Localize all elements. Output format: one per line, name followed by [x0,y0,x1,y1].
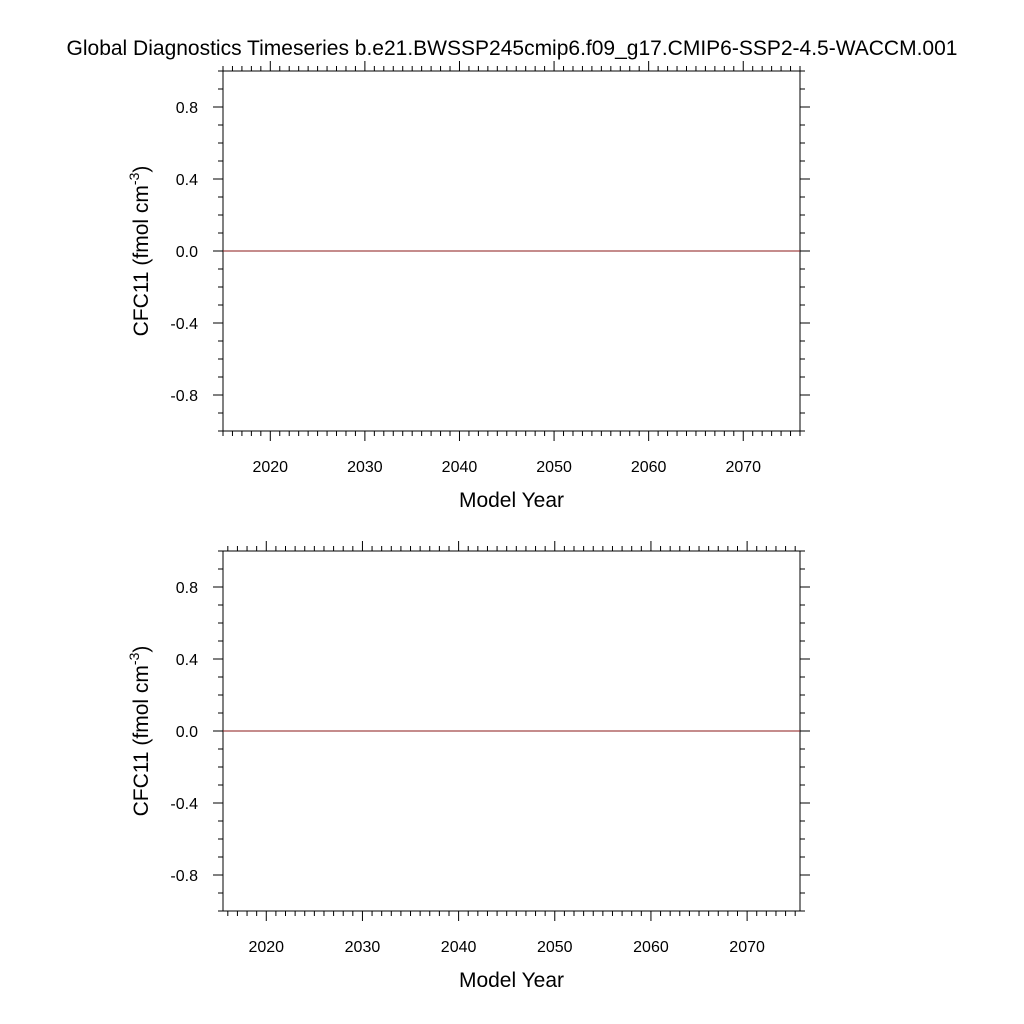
y-tick-label: 0.8 [176,580,198,597]
x-tick-label: 2020 [252,459,288,476]
y-tick-label: 0.8 [176,100,198,117]
y-tick-label: 0.4 [176,652,198,669]
y-tick-label: 0.0 [176,724,198,741]
y-axis-label-superscript: -3 [126,652,142,665]
y-axis-label: CFC11 (fmol cm-3) [126,166,153,337]
x-tick-label: 2060 [633,939,669,956]
chart-panels: 2020 2030 2040 2050 2060 2070 0.8 0.4 0.0 -0.4 -0.… [126,61,810,992]
chart-panel-2: 2020 2030 2040 2050 2060 2070 0.8 0.4 0.0 -0.4 -0.… [126,541,810,992]
y-axis-label: CFC11 (fmol cm-3) [126,646,153,817]
x-axis-label: Model Year [459,489,564,512]
x-axis-label: Model Year [459,969,564,992]
figure-title: Global Diagnostics Timeseries b.e21.BWSS… [67,37,958,60]
chart-panel-1: 2020 2030 2040 2050 2060 2070 0.8 0.4 0.0 -0.4 -0.… [126,61,810,512]
x-tick-label: 2050 [537,939,573,956]
x-tick-label: 2070 [725,459,761,476]
x-tick-label: 2030 [345,939,381,956]
x-tick-label: 2030 [347,459,383,476]
x-tick-label: 2060 [631,459,667,476]
y-tick-label: 0.0 [176,244,198,261]
y-tick-label: 0.4 [176,172,198,189]
x-tick-label: 2040 [442,459,478,476]
y-tick-label: -0.8 [170,388,198,405]
x-tick-label: 2020 [248,939,284,956]
y-axis-label-superscript: -3 [126,172,142,185]
x-tick-label: 2040 [441,939,477,956]
x-tick-label: 2050 [536,459,572,476]
y-tick-label: -0.4 [170,316,198,333]
y-tick-label: -0.8 [170,868,198,885]
y-tick-label: -0.4 [170,796,198,813]
x-tick-label: 2070 [729,939,765,956]
